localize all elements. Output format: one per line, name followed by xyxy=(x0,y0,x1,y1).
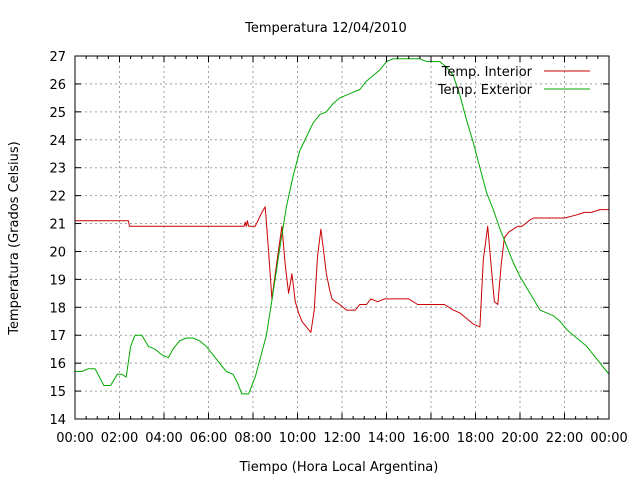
y-axis-tick-labels: 14 15 16 17 18 19 20 21 22 23 24 25 26 27 xyxy=(49,50,66,428)
y-tick-label: 18 xyxy=(49,301,66,316)
y-tick-label: 21 xyxy=(49,218,66,233)
x-tick-label: 22:00 xyxy=(546,431,583,446)
x-tick-label: 08:00 xyxy=(234,431,271,446)
x-axis-label: Tiempo (Hora Local Argentina) xyxy=(239,460,439,475)
x-tick-label: 20:00 xyxy=(501,431,538,446)
y-tick-label: 19 xyxy=(49,273,66,288)
y-tick-label: 27 xyxy=(49,50,66,65)
y-tick-label: 23 xyxy=(49,162,66,177)
y-tick-label: 24 xyxy=(49,134,66,149)
legend: Temp. Interior Temp. Exterior xyxy=(437,65,590,98)
x-tick-label: 18:00 xyxy=(457,431,494,446)
y-tick-label: 26 xyxy=(49,78,66,93)
chart-title: Temperatura 12/04/2010 xyxy=(244,21,407,36)
axis-ticks xyxy=(74,55,610,420)
x-tick-label: 16:00 xyxy=(412,431,449,446)
y-tick-label: 15 xyxy=(49,385,66,400)
series-layer xyxy=(75,58,610,395)
y-tick-label: 17 xyxy=(49,329,66,344)
x-tick-label: 10:00 xyxy=(279,431,316,446)
x-tick-label: 00:00 xyxy=(590,431,627,446)
legend-label-interior: Temp. Interior xyxy=(441,65,533,80)
y-axis-label: Temperatura (Grados Celsius) xyxy=(7,141,22,335)
series-line-exterior xyxy=(75,58,610,395)
series-line-interior xyxy=(75,206,609,333)
x-axis-tick-labels: 00:00 02:00 04:00 06:00 08:00 10:00 12:00 14:00… xyxy=(56,431,627,446)
x-tick-label: 12:00 xyxy=(323,431,360,446)
legend-label-exterior: Temp. Exterior xyxy=(437,83,533,98)
y-tick-label: 20 xyxy=(49,245,66,260)
x-tick-label: 04:00 xyxy=(145,431,182,446)
x-tick-label: 14:00 xyxy=(368,431,405,446)
x-tick-label: 02:00 xyxy=(101,431,138,446)
x-tick-label: 00:00 xyxy=(56,431,93,446)
x-tick-label: 06:00 xyxy=(190,431,227,446)
y-tick-label: 25 xyxy=(49,106,66,121)
y-tick-label: 16 xyxy=(49,357,66,372)
y-tick-label: 14 xyxy=(49,413,66,428)
y-tick-label: 22 xyxy=(49,190,66,205)
grid-lines xyxy=(75,56,609,419)
